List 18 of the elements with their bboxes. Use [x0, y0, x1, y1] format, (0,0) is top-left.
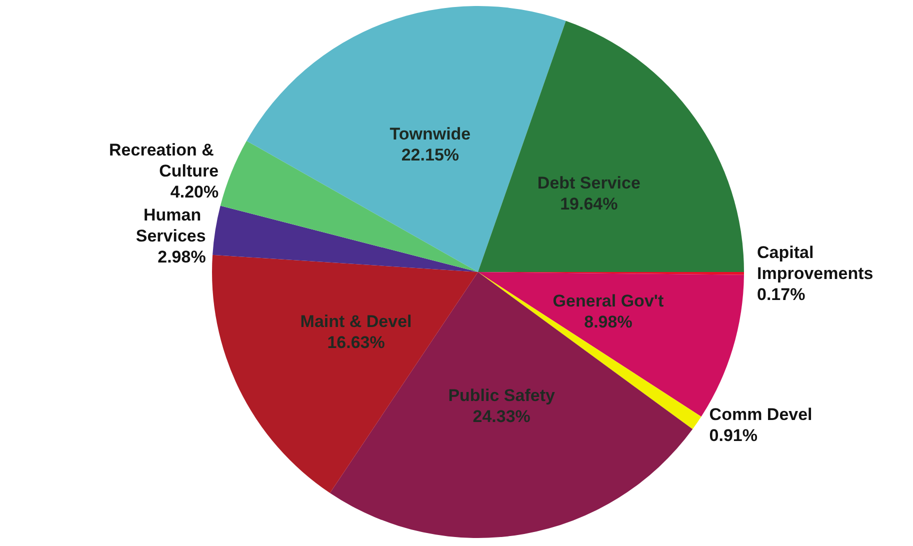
slice-label: Recreation & Culture [109, 140, 219, 180]
slice-label: General Gov't [552, 291, 664, 310]
data-label: 24.33% [472, 406, 530, 426]
slice-label: Capital Improvements [756, 242, 874, 283]
data-label: 4.20% [170, 182, 219, 202]
data-label: 8.98% [584, 312, 632, 332]
data-label: 19.64% [560, 194, 618, 214]
data-label: 16.63% [327, 333, 385, 352]
data-label: 0.17% [756, 284, 806, 304]
data-label: 0.91% [709, 426, 758, 446]
data-label: 22.15% [401, 146, 460, 165]
slice-label: Comm Devel [709, 405, 812, 424]
slice-label: Debt Service [537, 173, 640, 192]
slice-label: Human Services [136, 205, 206, 246]
slice-label: Public Safety [448, 386, 556, 405]
slice-label: Townwide [390, 124, 471, 144]
slice-label: Maint & Devel [300, 312, 412, 332]
data-label: 2.98% [158, 247, 206, 266]
